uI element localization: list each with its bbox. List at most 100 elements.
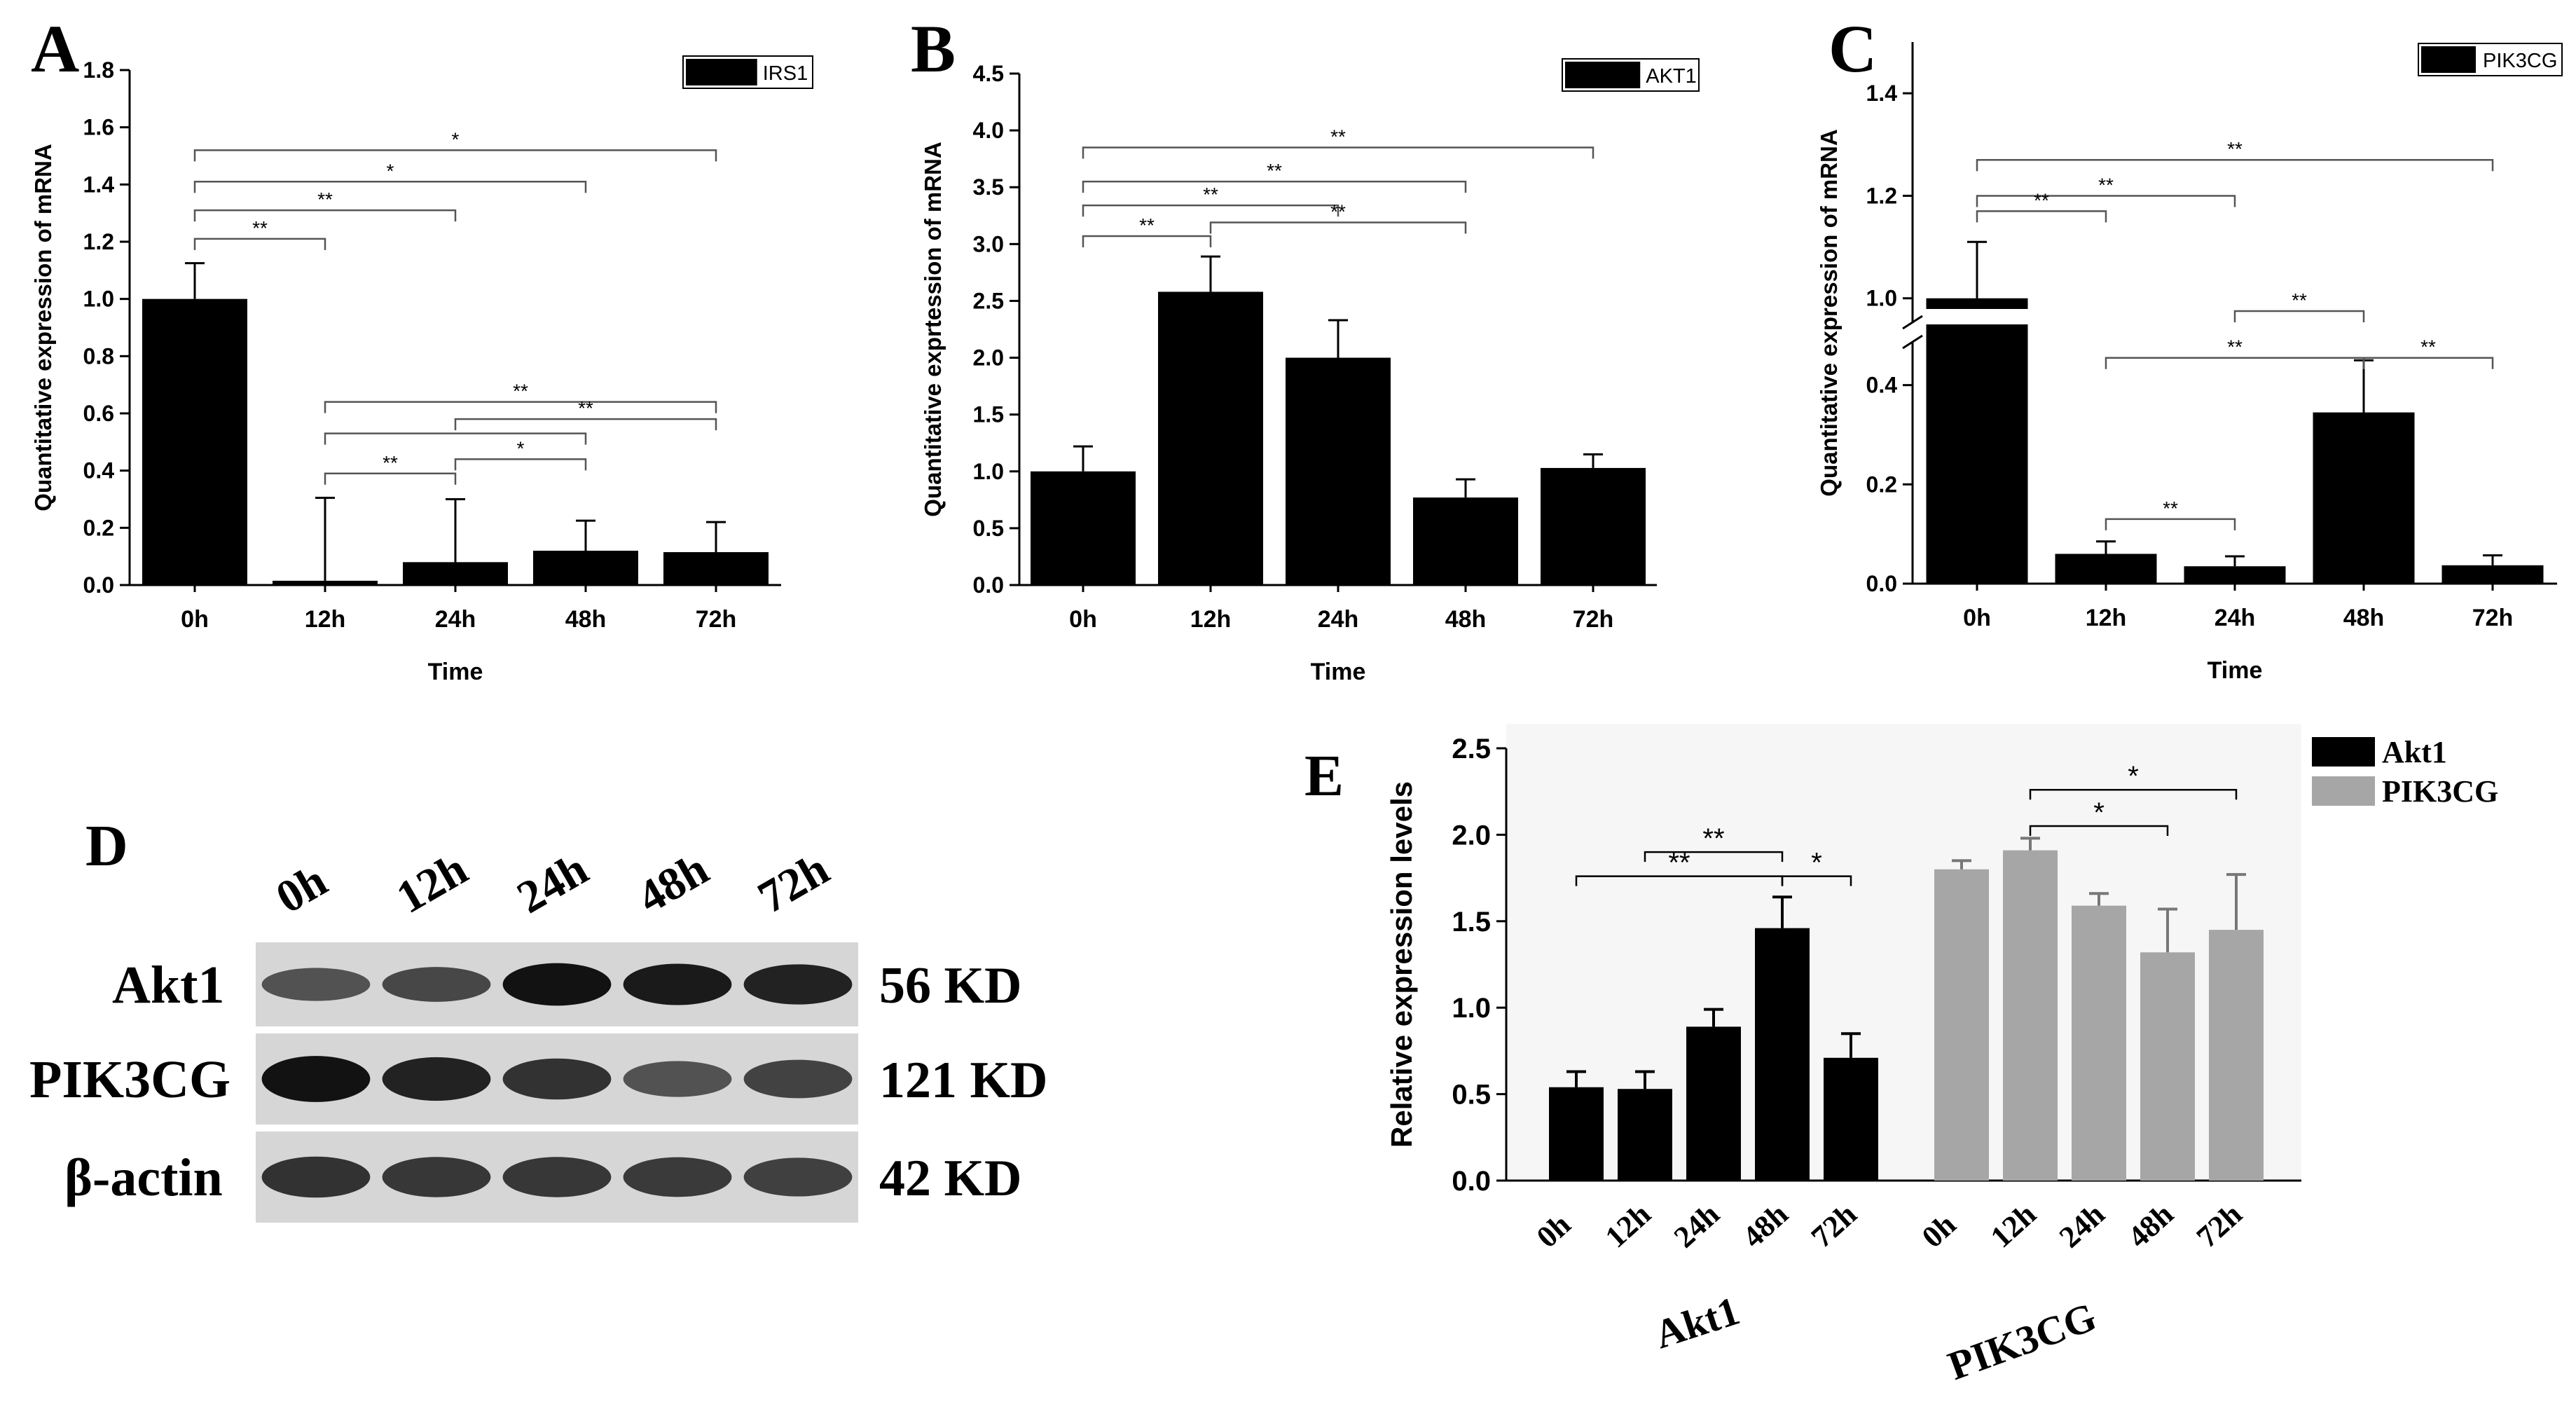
significance-label: ** <box>1267 160 1282 181</box>
lane-label: 48h <box>629 843 717 923</box>
y-tick-label: 1.0 <box>83 287 114 312</box>
bar <box>2441 565 2544 584</box>
significance-bracket <box>324 432 587 445</box>
blot-band <box>623 1061 732 1097</box>
x-tick-label: 24h <box>2053 1197 2112 1254</box>
bar <box>1755 928 1810 1181</box>
bar <box>2313 412 2415 584</box>
chart-b: 0.0 0.5 1.0 1.5 2.0 2.5 3.0 3.5 4.0 4.5 Quantitati… <box>920 58 1700 685</box>
significance-bracket <box>193 181 587 193</box>
bar <box>2055 554 2157 584</box>
blot-band <box>623 1157 732 1197</box>
bar <box>403 562 508 585</box>
y-tick-label: 0.8 <box>83 343 114 369</box>
significance-bracket <box>1644 851 1784 862</box>
y-tick-label: 1.2 <box>1866 183 1897 208</box>
x-tick-label: 24h <box>1318 606 1359 633</box>
x-tick-label: 0h <box>181 606 209 633</box>
bar <box>533 551 638 585</box>
x-tick-label: 72h <box>696 606 737 633</box>
panel-letter-a: A <box>31 11 79 86</box>
bar <box>2209 930 2264 1181</box>
x-tick-label: 12h <box>1190 606 1232 633</box>
significance-bracket <box>1781 875 1852 886</box>
y-tick-label: 4.5 <box>973 61 1004 86</box>
y-tick-label: 0.5 <box>1452 1080 1491 1111</box>
legend-swatch <box>1565 62 1641 88</box>
significance-label: ** <box>2292 289 2307 311</box>
y-tick-label: 1.6 <box>83 115 114 140</box>
y-tick-label: 3.5 <box>973 174 1004 200</box>
bar <box>1286 357 1391 585</box>
significance-bracket <box>1976 195 2236 207</box>
x-tick-label: 0h <box>1530 1207 1577 1255</box>
significance-bracket <box>324 401 717 413</box>
significance-label: ** <box>513 380 528 402</box>
bar <box>1618 1089 1672 1181</box>
bar <box>142 298 247 585</box>
bar <box>663 552 769 585</box>
lane-label: 24h <box>509 843 596 923</box>
significance-label: ** <box>252 217 268 239</box>
blot-band <box>743 1157 853 1197</box>
significance-bracket <box>1209 221 1467 234</box>
y-tick-label: 1.0 <box>973 459 1004 484</box>
significance-label: ** <box>1203 184 1218 205</box>
y-tick-label: 0.4 <box>1866 373 1898 398</box>
x-tick-label: 24h <box>435 606 476 633</box>
legend-label: Akt1 <box>2382 735 2447 769</box>
bar <box>1934 869 1989 1181</box>
blot-band <box>382 1157 491 1197</box>
y-tick-label: 0.4 <box>83 458 115 483</box>
axis-break-mark <box>1902 334 1923 350</box>
y-tick-label: 1.2 <box>83 229 114 254</box>
y-tick-label: 4.0 <box>973 118 1004 143</box>
significance-label: ** <box>383 452 398 474</box>
x-tick-label: 48h <box>565 606 607 633</box>
bar <box>2003 850 2058 1181</box>
significance-label: ** <box>2034 189 2049 211</box>
blot-band <box>261 1156 371 1198</box>
bar <box>1926 324 2028 584</box>
legend-label: IRS1 <box>763 62 808 85</box>
y-tick-label: 2.0 <box>973 345 1004 371</box>
x-tick-label: 48h <box>1445 606 1487 633</box>
y-tick-label: 1.8 <box>83 57 114 83</box>
x-axis-title: Time <box>1311 659 1366 685</box>
significance-label: * <box>1811 848 1822 879</box>
x-tick-label: 24h <box>1667 1197 1726 1254</box>
significance-bracket <box>2105 518 2236 530</box>
lane-label: 72h <box>750 843 837 923</box>
y-tick-label: 2.5 <box>1452 734 1491 764</box>
group-label: Akt1 <box>1649 1288 1745 1358</box>
blot-band <box>382 1057 491 1101</box>
significance-bracket <box>454 458 587 471</box>
blot-band <box>502 963 612 1006</box>
blot-band <box>743 1059 853 1099</box>
x-tick-label: 72h <box>1805 1197 1864 1254</box>
blot-band <box>261 968 371 1001</box>
group-label: PIK3CG <box>1942 1293 2102 1389</box>
legend-label: AKT1 <box>1646 65 1697 88</box>
bar <box>1158 291 1263 585</box>
y-tick-label: 1.5 <box>1452 907 1491 937</box>
significance-bracket <box>454 418 717 431</box>
significance-bracket <box>1976 158 2494 172</box>
y-tick-label: 0.2 <box>83 515 114 540</box>
significance-bracket <box>324 472 457 485</box>
x-tick-label: 12h <box>1984 1197 2043 1254</box>
legend-swatch <box>686 59 757 85</box>
bar <box>1541 467 1646 585</box>
chart-c: 0.0 0.2 0.4 1.0 1.2 1.4 Quantitative expressio… <box>1816 42 2563 684</box>
y-tick-label: 1.0 <box>1866 286 1897 311</box>
panel-letter-b: B <box>911 11 956 86</box>
y-tick-label: 0.0 <box>1866 571 1897 596</box>
molecular-weight-label: 121 KD <box>879 1052 1048 1109</box>
x-tick-label: 12h <box>2086 605 2127 631</box>
x-tick-label: 72h <box>1573 606 1614 633</box>
panel-letter-d: D <box>85 813 128 879</box>
significance-bracket <box>1976 210 2107 223</box>
significance-label: * <box>387 160 394 181</box>
bar <box>1031 471 1136 585</box>
significance-bracket <box>1082 146 1594 159</box>
